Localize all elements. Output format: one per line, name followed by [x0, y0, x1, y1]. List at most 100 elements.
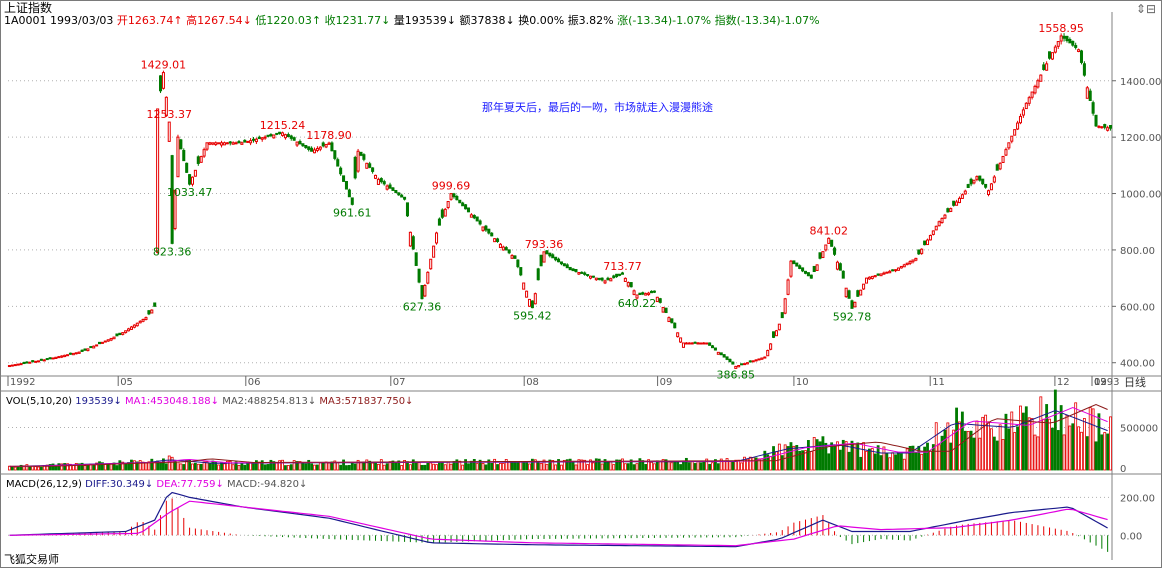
volume-bar — [772, 446, 775, 471]
candle-body — [830, 239, 834, 247]
candle-body — [658, 298, 662, 303]
volume-bar — [769, 456, 773, 471]
volume-bar — [162, 458, 165, 471]
candle-body — [809, 274, 813, 279]
volume-bar — [844, 441, 848, 471]
macd-header: MACD(26,12,9) DIFF:30.349↓ DEA:77.759↓ M… — [6, 479, 307, 490]
candle-body — [478, 220, 482, 225]
settings-icon[interactable]: ⇕ — [1135, 2, 1146, 16]
volume-bar — [307, 459, 311, 471]
candle-body — [681, 342, 685, 348]
candle-body — [783, 298, 787, 314]
volume-bar — [960, 411, 964, 471]
volume-bar — [37, 466, 40, 471]
candle-body — [295, 141, 299, 146]
volume-bar — [899, 453, 903, 471]
volume-bar — [1103, 432, 1107, 471]
turnover-value: 换0.00% — [518, 14, 565, 27]
volume-bar — [48, 464, 52, 471]
candle-body — [888, 270, 892, 274]
volume-bar — [870, 448, 874, 471]
candle-body — [283, 134, 287, 139]
volume-bar — [25, 464, 29, 471]
volume-bar — [583, 459, 587, 471]
candle-body — [429, 258, 433, 270]
candle-body — [734, 365, 738, 369]
volume-bar — [696, 461, 700, 471]
candle-body — [548, 252, 552, 257]
volume-bar — [757, 458, 761, 471]
candle-body — [1074, 45, 1078, 48]
volume-bar — [972, 437, 976, 471]
candle-body — [655, 296, 659, 303]
volume-bar — [949, 442, 953, 471]
volume-bar — [295, 461, 299, 471]
volume-bar — [275, 462, 279, 471]
amplitude-value: 振3.82% — [567, 14, 614, 27]
y-tick-label: 800.00 — [1120, 246, 1155, 257]
volume-bar — [1053, 389, 1057, 471]
volume-bar — [208, 463, 212, 471]
candle-body — [969, 178, 973, 185]
volume-bar — [1080, 431, 1083, 471]
candle-body — [260, 137, 264, 140]
volume-bar — [542, 459, 546, 471]
volume-bar — [1091, 408, 1095, 471]
price-label: 793.36 — [525, 238, 564, 251]
candle-body — [536, 268, 540, 281]
candle-body — [263, 136, 267, 139]
open-value: 开1263.74↑ — [116, 14, 183, 27]
candle-body — [1082, 63, 1086, 76]
volume-bar — [16, 466, 20, 471]
candle-body — [527, 298, 532, 307]
volume-bar — [998, 424, 1002, 471]
volume-bar — [284, 465, 287, 471]
volume-bar — [914, 452, 918, 471]
restore-icon[interactable]: ⊟ — [1145, 2, 1156, 16]
candle-body — [231, 142, 235, 145]
candle-body — [1079, 50, 1084, 63]
volume-bar — [684, 457, 688, 471]
volume-bar — [80, 462, 84, 471]
volume-bar — [132, 460, 136, 471]
volume-bar — [501, 463, 505, 471]
window-controls[interactable]: ⇕⊟ — [1136, 2, 1156, 16]
candle-body — [507, 249, 511, 254]
candle-body — [54, 356, 58, 359]
volume-bar — [623, 463, 627, 471]
candle-body — [864, 277, 869, 284]
volume-bar — [612, 464, 616, 471]
volume-bar — [333, 460, 337, 471]
vol-ma3-line — [9, 404, 1108, 467]
macd-diff-line — [9, 491, 1108, 548]
candle-body — [501, 246, 505, 251]
volume-bar — [356, 459, 360, 471]
volume-bar — [525, 461, 529, 471]
candle-body — [13, 364, 17, 367]
candle-body — [748, 360, 752, 363]
volume-bar — [121, 461, 125, 471]
volume-bar — [272, 461, 276, 471]
candle-body — [1062, 35, 1066, 39]
candle-body — [769, 343, 773, 350]
candle-body — [237, 141, 241, 144]
candle-body — [847, 290, 851, 299]
volume-bar — [1065, 414, 1069, 471]
low-value: 低1220.03↑ — [255, 14, 322, 27]
candle-body — [132, 324, 136, 328]
candle-body — [278, 131, 282, 135]
candle-body — [452, 193, 456, 198]
candle-body — [597, 277, 601, 280]
candle-body — [510, 255, 514, 259]
volume-bar — [510, 462, 514, 471]
volume-bar — [902, 458, 906, 471]
candle-body — [19, 363, 23, 366]
volume-bar — [243, 464, 247, 471]
volume-bar — [513, 461, 517, 471]
candle-body — [498, 243, 502, 249]
volume-bar — [676, 461, 680, 471]
candle-body — [141, 318, 145, 322]
candle-body — [603, 280, 607, 284]
volume-bar — [159, 462, 162, 471]
volume-bar — [318, 462, 322, 471]
